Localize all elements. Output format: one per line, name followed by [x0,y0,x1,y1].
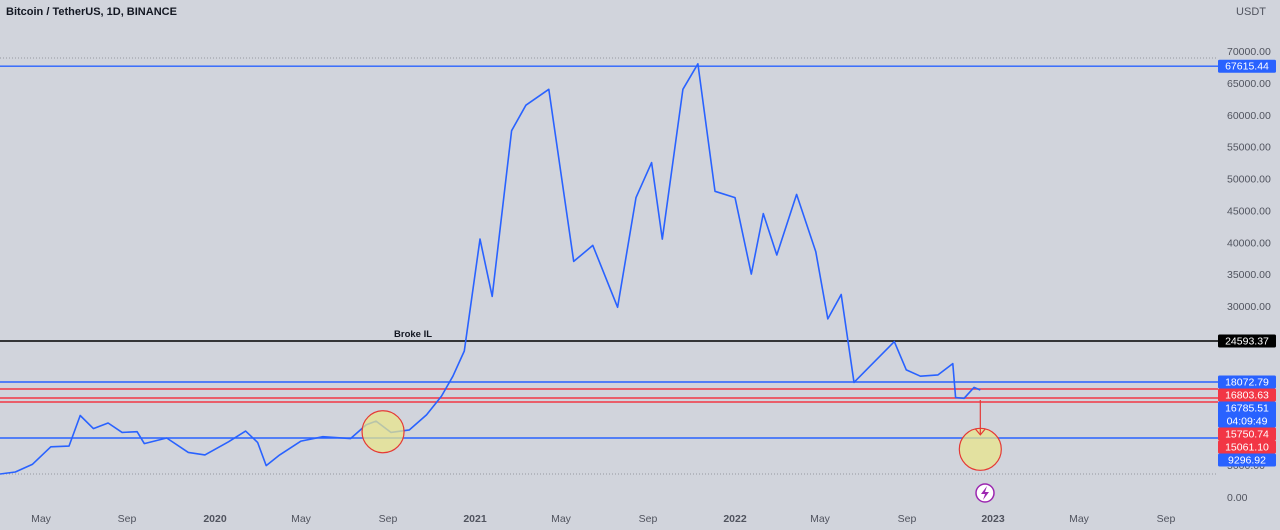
x-tick-label: 2023 [981,513,1005,525]
x-tick-label: May [291,513,312,525]
y-tick-label: 30000.00 [1227,301,1271,313]
x-tick-label: Sep [639,513,658,525]
arrow-head [974,428,986,436]
currency-label: USDT [1236,6,1266,18]
price-tag-label: 24593.37 [1225,336,1269,348]
x-tick-label: Sep [1157,513,1176,525]
y-tick-label: 40000.00 [1227,237,1271,249]
x-axis: May Sep 2020 May Sep 2021 May Sep 2022 May Sep 2023… [31,513,1175,525]
chart-title: Bitcoin / TetherUS, 1D, BINANCE [6,6,177,18]
price-tag[interactable]: 9296.92 [1218,453,1276,467]
price-tag[interactable]: 15750.74 [1218,427,1276,441]
price-tag-label: 16785.51 [1225,403,1269,415]
x-tick-label: May [551,513,572,525]
y-tick-label: 60000.00 [1227,110,1271,122]
price-tag-label: 04:09:49 [1227,416,1268,428]
price-tag[interactable]: 16803.63 [1218,388,1276,402]
x-tick-label: Sep [898,513,917,525]
y-tick-label: 50000.00 [1227,174,1271,186]
price-tag[interactable]: 24593.37 [1218,334,1276,348]
annotation-text[interactable]: Broke IL [394,329,432,340]
x-tick-label: 2020 [203,513,227,525]
x-tick-label: May [810,513,831,525]
y-tick-label: 45000.00 [1227,205,1271,217]
price-tag-label: 15750.74 [1225,429,1269,441]
price-tag-label: 15061.10 [1225,442,1269,454]
x-tick-label: Sep [118,513,137,525]
price-tag-label: 16803.63 [1225,390,1269,402]
price-tag[interactable]: 15061.10 [1218,440,1276,454]
y-axis: 70000.00 65000.00 60000.00 55000.00 50000.00… [1227,46,1271,504]
y-tick-label: 65000.00 [1227,78,1271,90]
highlight-circle[interactable] [361,410,405,454]
price-line [0,63,981,475]
price-tag-label: 18072.79 [1225,377,1269,389]
horizontal-levels [0,65,1218,439]
x-tick-label: May [1069,513,1090,525]
x-tick-label: Sep [379,513,398,525]
y-tick-label: 0.00 [1227,492,1248,504]
price-tag[interactable]: 67615.44 [1218,59,1276,73]
price-tag-label: 9296.92 [1228,455,1266,467]
x-tick-label: 2021 [463,513,487,525]
price-axis-tags: 67615.44 24593.37 18072.7916803.6316785.51… [1218,59,1276,467]
y-tick-label: 55000.00 [1227,142,1271,154]
replay-lightning-icon[interactable] [975,483,995,503]
price-tag[interactable]: 18072.79 [1218,375,1276,389]
price-tag-label: 67615.44 [1225,61,1269,73]
y-tick-label: 35000.00 [1227,269,1271,281]
drawing-overlays: Broke IL [361,329,1002,471]
price-series [0,63,981,475]
x-tick-label: 2022 [723,513,747,525]
x-tick-label: May [31,513,52,525]
y-tick-label: 70000.00 [1227,46,1271,58]
